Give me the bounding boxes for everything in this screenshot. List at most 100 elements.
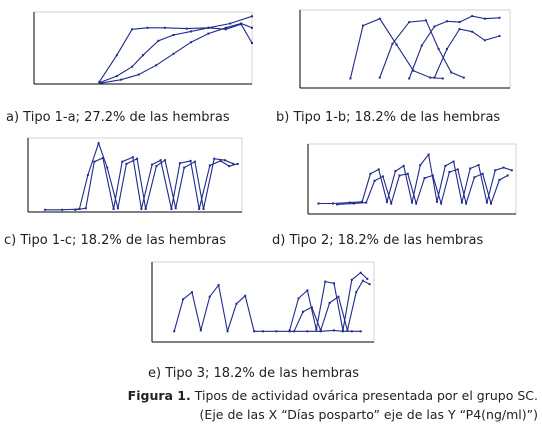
data-point [483,17,486,20]
data-point [498,35,501,37]
data-point [293,330,296,333]
data-point [146,26,149,29]
chart-d-svg [307,143,517,215]
data-point [101,157,104,159]
data-point [144,208,147,210]
data-point [131,65,134,68]
data-point [193,160,196,163]
data-point [502,166,505,169]
data-point [155,165,158,168]
data-point [366,277,369,280]
data-point [131,28,134,31]
data-point [74,208,77,211]
data-point [199,329,202,332]
data-point [423,177,426,180]
data-point [436,200,438,203]
series-line-2 [75,156,238,211]
data-point [115,75,118,78]
data-point [319,329,322,332]
data-point [178,162,181,165]
data-point [402,164,405,167]
chart-a [16,8,256,94]
data-point [450,71,453,74]
data-point [244,294,247,297]
data-point [415,202,418,205]
data-point [262,330,264,333]
data-point [369,172,372,175]
data-point [157,39,160,42]
data-point [352,202,355,205]
data-point [317,202,320,205]
caption-d: d) Tipo 2; 18.2% de las hembras [272,233,484,248]
data-point [408,21,411,24]
series-line-2 [379,19,465,79]
data-point [183,166,186,169]
series-line-2 [289,271,368,331]
data-point [315,328,318,331]
data-point [355,291,358,294]
data-point [235,302,238,305]
caption-a: a) Tipo 1-a; 27.2% de las hembras [6,110,230,125]
series-line-2 [337,168,508,206]
series-line-3 [293,279,370,333]
data-point [406,172,409,175]
data-point [485,201,488,204]
chart-c-svg [27,137,243,213]
data-point [191,291,193,294]
data-point [172,34,175,36]
data-point [460,201,463,204]
data-point [174,207,177,210]
data-point [190,41,192,44]
data-point [441,77,444,80]
data-point [232,162,235,165]
data-point [412,69,415,72]
data-point [408,77,411,80]
data-point [448,171,451,173]
caption-b: b) Tipo 1-b; 18.2% de las hembras [276,110,501,125]
data-point [253,330,256,333]
data-point [333,282,335,285]
data-point [251,15,253,18]
data-point [506,174,509,177]
data-point [420,44,423,47]
data-point [155,64,158,67]
data-point [440,202,443,205]
data-point [452,160,455,163]
data-point [427,153,430,156]
data-point [465,202,468,205]
data-point [444,164,447,167]
data-point [172,52,175,55]
data-point [116,207,119,210]
data-point [362,24,364,27]
data-point [185,27,188,30]
data-point [381,175,384,178]
data-point [359,271,362,274]
data-point [61,208,64,211]
data-point [151,163,154,166]
data-point [251,42,253,44]
data-point [395,43,398,46]
data-point [431,174,434,177]
data-point [336,203,339,206]
data-point [510,169,513,172]
data-point [182,298,185,301]
data-point [346,329,349,332]
data-point [411,201,413,204]
data-point [223,159,226,162]
figure-caption-line1: Figura 1. Tipos de actividad ovárica pre… [14,386,538,405]
data-point [84,207,87,210]
series-line-2 [99,23,253,84]
data-point [394,170,397,173]
plot-frame [151,261,375,343]
data-point [275,330,278,333]
series-line-1 [318,153,512,205]
figure-caption: Figura 1. Tipos de actividad ovárica pre… [14,386,538,424]
data-point [236,162,239,165]
data-point [350,278,353,281]
data-point [477,164,480,166]
data-point [121,160,124,163]
data-point [251,26,253,29]
data-point [136,157,139,160]
data-point [458,21,461,24]
chart-e-svg [151,261,375,343]
